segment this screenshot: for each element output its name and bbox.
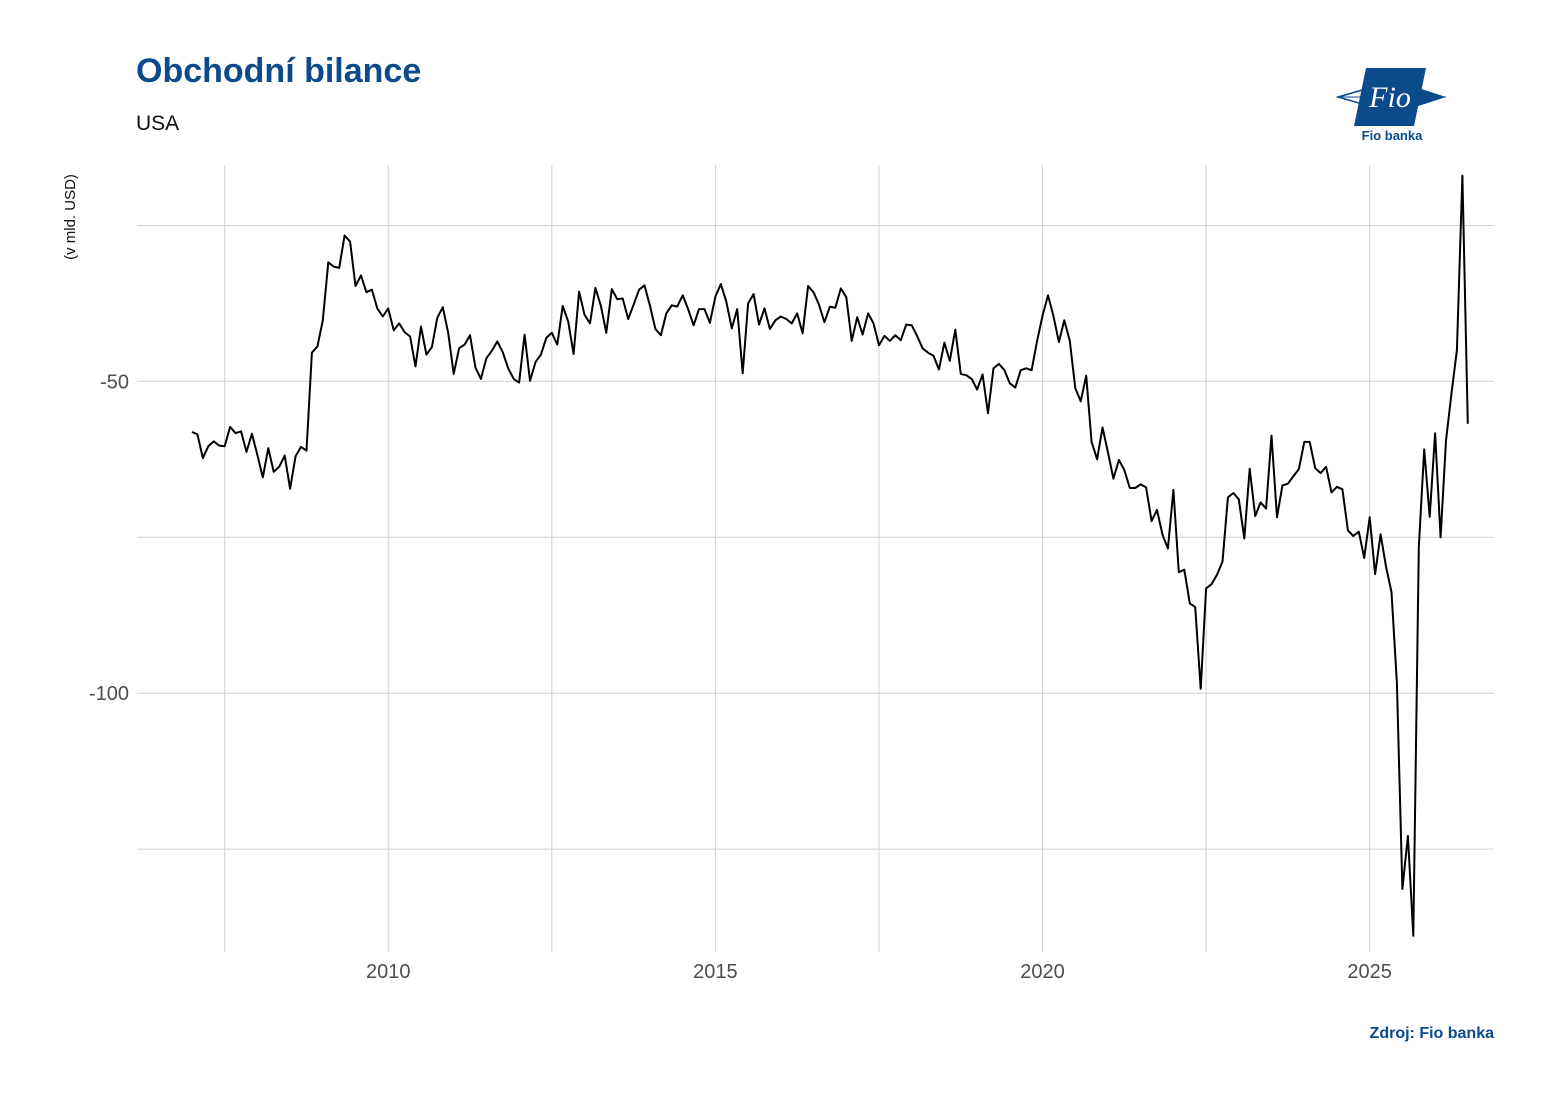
logo-mark-text: Fio (1368, 81, 1411, 114)
y-axis-label: (v mld. USD) (62, 174, 79, 260)
x-tick-label: 2025 (1347, 961, 1392, 983)
fio-banka-logo: Fio Fio banka (1330, 62, 1454, 148)
fio-logo-icon: Fio (1335, 68, 1446, 126)
chart-subtitle: USA (136, 112, 180, 135)
axis-layer: 2010 2015 2020 2025 -50 -100 (89, 371, 1392, 983)
x-tick-label: 2010 (366, 961, 411, 983)
x-tick-label: 2020 (1020, 961, 1065, 983)
y-tick-label: -100 (89, 683, 129, 705)
source-note: Zdroj: Fio banka (1369, 1025, 1494, 1042)
y-tick-label: -50 (100, 371, 129, 393)
logo-text: Fio banka (1361, 128, 1423, 143)
chart-title: Obchodní bilance (136, 52, 422, 90)
grid-layer (137, 165, 1494, 952)
trade-balance-line (191, 174, 1469, 937)
x-tick-label: 2015 (693, 961, 738, 983)
series-layer (191, 174, 1469, 937)
